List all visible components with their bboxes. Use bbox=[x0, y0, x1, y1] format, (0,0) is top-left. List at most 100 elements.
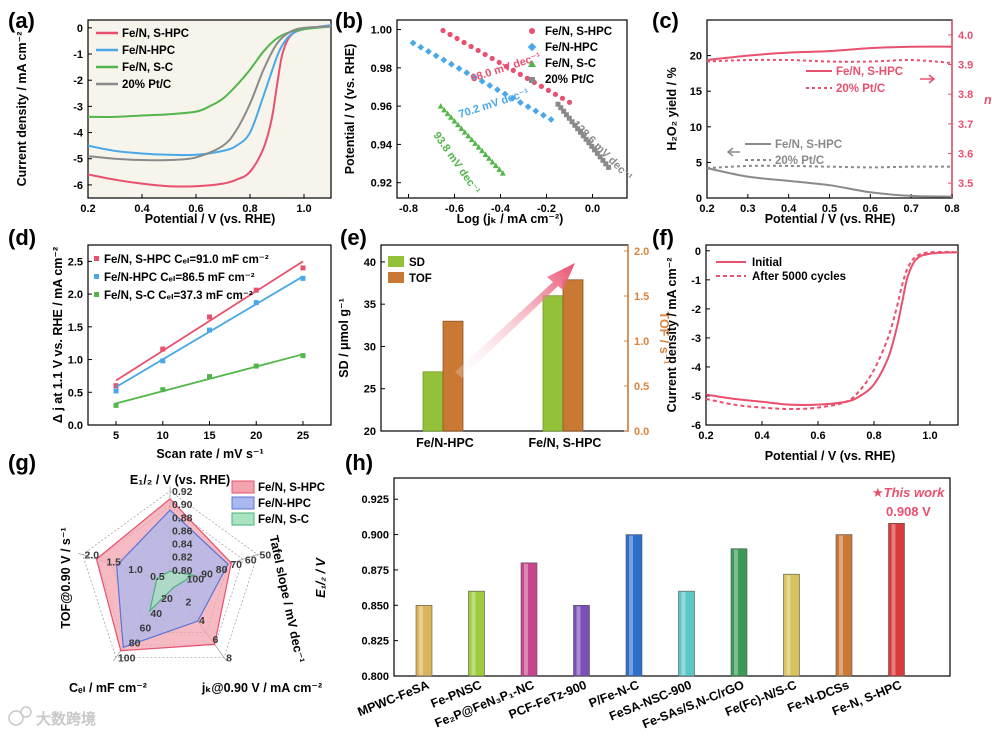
tafel-point-3-15 bbox=[597, 154, 603, 160]
legend-b-2: Fe/N-HPC bbox=[545, 42, 598, 54]
f-ytick-ticklabel-1: -1 bbox=[691, 275, 701, 287]
bar-h-7 bbox=[783, 573, 800, 677]
legend-b-4: 20% Pt/C bbox=[545, 74, 594, 86]
panel-label-g: (g) bbox=[8, 450, 36, 475]
bar-h-shine-5 bbox=[681, 592, 686, 675]
panel-e: SD / μmol g⁻¹ TOF / s⁻¹ 20 25 30 35 40 0.0 0.5… bbox=[337, 244, 671, 450]
tafel-point-1-0 bbox=[409, 39, 417, 47]
panel-label-a: (a) bbox=[8, 8, 35, 33]
b-ytick-ticklabel-1: 0.98 bbox=[371, 63, 392, 75]
panel-d: Scan rate / mV s⁻¹ Δ j at 1.1 V vs. RHE … bbox=[51, 244, 332, 461]
legend-d-3: Fe/N, S-C Cₑₗ=37.3 mF cm⁻² bbox=[104, 290, 253, 302]
tafel-point-1-10 bbox=[486, 82, 494, 89]
a-xtick-ticklabel-2: 0.6 bbox=[188, 203, 203, 215]
tafel-point-3-1 bbox=[558, 105, 564, 111]
tafel-point-2-6 bbox=[458, 125, 465, 131]
data-point-d-2-0 bbox=[113, 402, 119, 408]
f-ytick-ticklabel-2: -2 bbox=[691, 304, 701, 316]
radar-tick-1-4: 60 bbox=[245, 554, 257, 566]
radar-tick-1-0: 100 bbox=[187, 573, 205, 585]
h-ytick-ticklabel-2: 0.850 bbox=[361, 600, 389, 612]
radar-axis-label-1: E₁/₂ / V (vs. RHE) bbox=[130, 473, 230, 487]
bar-h-5 bbox=[678, 590, 695, 677]
radar-tick-0-1: 0.82 bbox=[172, 552, 193, 564]
a-xtick-ticklabel-3: 0.8 bbox=[242, 203, 257, 215]
legend-a-1: Fe/N, S-HPC bbox=[122, 28, 189, 40]
tafel-point-2-16 bbox=[492, 162, 499, 169]
d-xtick-ticklabel-3: 20 bbox=[250, 430, 262, 442]
d-ytick-ticklabel-3: 1.5 bbox=[68, 322, 83, 334]
c-y2tick-ticklabel-1: 3.6 bbox=[958, 149, 973, 161]
bar-h-1 bbox=[468, 590, 485, 677]
tafel-point-0-18 bbox=[566, 99, 573, 105]
f-ytick-ticklabel-4: -4 bbox=[691, 362, 702, 374]
tafel-point-3-13 bbox=[592, 147, 598, 153]
d-xtick-ticklabel-2: 15 bbox=[203, 430, 215, 442]
panel-label-f: (f) bbox=[652, 225, 674, 250]
radar-tick-3-4: 100 bbox=[118, 652, 136, 664]
data-point-d-2-2 bbox=[207, 374, 212, 380]
series-line-f-1 bbox=[705, 250, 959, 411]
a-ytick-ticklabel-4: -4 bbox=[73, 128, 84, 140]
tafel-point-0-0 bbox=[440, 27, 446, 34]
e-ytick-ticklabel-0: 20 bbox=[364, 426, 376, 438]
tafel-point-0-16 bbox=[552, 91, 559, 97]
panel-c: Potential / V (vs. RHE) H₂O₂ yield / % n… bbox=[665, 19, 992, 226]
tafel-point-0-10 bbox=[510, 67, 516, 74]
tafel-point-3-16 bbox=[600, 157, 606, 163]
radar-tick-3-1: 40 bbox=[150, 608, 162, 620]
this-work-value: 0.908 V bbox=[886, 504, 931, 519]
watermark-text: 大数跨境 bbox=[36, 710, 96, 728]
a-ytick-ticklabel-3: -3 bbox=[73, 101, 83, 113]
bar-h-shine-8 bbox=[839, 535, 843, 675]
legend-d-1: Fe/N, S-HPC Cₑₗ=91.0 mF cm⁻² bbox=[104, 254, 269, 266]
c-xtick-ticklabel-3: 0.5 bbox=[822, 203, 837, 215]
tafel-point-2-10 bbox=[472, 140, 479, 146]
tafel-point-0-14 bbox=[538, 83, 544, 89]
c-y2tick-ticklabel-3: 3.8 bbox=[958, 89, 973, 101]
bar-h-shine-3 bbox=[576, 606, 581, 675]
tafel-point-1-12 bbox=[501, 90, 509, 98]
c-y2tick-ticklabel-4: 3.9 bbox=[958, 60, 973, 72]
f-xtick-ticklabel-0: 0.2 bbox=[698, 430, 713, 442]
d-ytick-ticklabel-4: 2.0 bbox=[68, 289, 83, 301]
e-y2tick-ticklabel-0: 0.0 bbox=[634, 426, 649, 438]
series-line-c-1 bbox=[706, 58, 953, 65]
fit-line-d-0 bbox=[115, 260, 304, 382]
h-ytick-ticklabel-3: 0.875 bbox=[361, 565, 389, 577]
radar-tick-0-4: 0.88 bbox=[172, 512, 193, 524]
tafel-point-0-15 bbox=[545, 87, 552, 93]
panel-label-e: (e) bbox=[340, 225, 367, 250]
axis-y2label-e: TOF / s⁻¹ bbox=[657, 312, 671, 365]
tafel-point-0-12 bbox=[524, 75, 530, 81]
f-ytick-ticklabel-0: 0 bbox=[695, 246, 701, 258]
tafel-point-0-5 bbox=[475, 47, 481, 54]
f-ytick-ticklabel-3: -3 bbox=[691, 333, 701, 345]
data-point-d-1-0 bbox=[113, 388, 119, 394]
radar-tick-3-3: 80 bbox=[129, 638, 141, 650]
axis-ylabel-b: Potential / V (vs. RHE) bbox=[343, 44, 357, 175]
series-line-a-1 bbox=[87, 24, 332, 157]
data-point-d-0-2 bbox=[207, 314, 212, 320]
data-point-d-0-1 bbox=[160, 346, 166, 352]
c-ytick-ticklabel-3: 15 bbox=[690, 86, 702, 98]
data-point-d-0-3 bbox=[253, 287, 259, 293]
bar-h-8 bbox=[835, 534, 853, 677]
tafel-point-1-5 bbox=[448, 60, 455, 68]
c-xtick-ticklabel-0: 0.2 bbox=[699, 203, 714, 215]
radar-tick-4-0: 0.5 bbox=[150, 571, 165, 583]
bar-h-shine-6 bbox=[734, 549, 738, 675]
tafel-point-3-4 bbox=[566, 115, 572, 121]
category-label-h-0: MPWC-FeSA bbox=[356, 678, 431, 719]
radar-tick-4-1: 1.0 bbox=[128, 564, 143, 576]
category-label-e-1: Fe/N, S-HPC bbox=[529, 436, 602, 450]
legend-c-3: Fe/N, S-HPC bbox=[775, 139, 842, 151]
bar-h-shine-0 bbox=[419, 606, 423, 675]
b-xtick-ticklabel-3: -0.2 bbox=[537, 203, 556, 215]
radar-axis-label-3: jₖ@0.90 V / mA cm⁻² bbox=[201, 681, 322, 695]
radar-tick-1-3: 70 bbox=[230, 559, 242, 571]
tafel-point-3-5 bbox=[569, 119, 575, 125]
c-xtick-ticklabel-5: 0.7 bbox=[904, 203, 919, 215]
tafel-point-0-8 bbox=[496, 59, 502, 66]
